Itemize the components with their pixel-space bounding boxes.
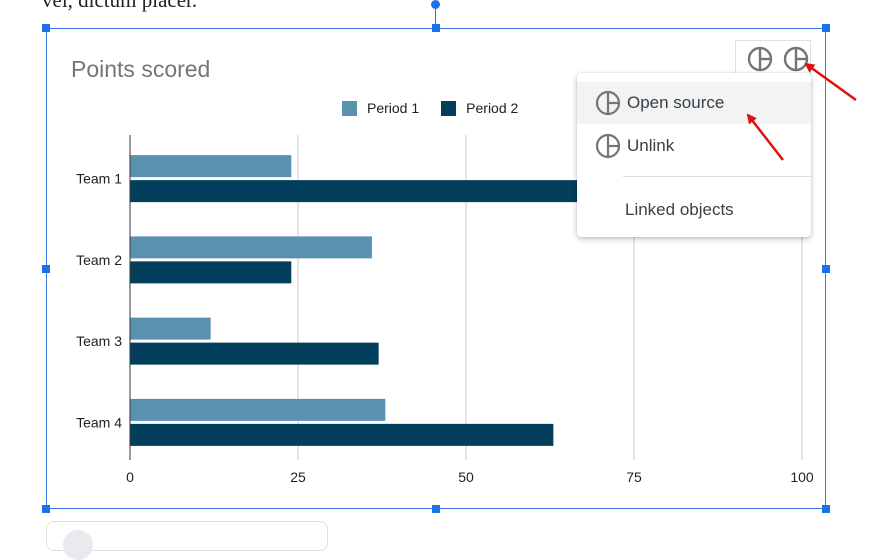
menu-item-unlink[interactable]: Unlink xyxy=(577,125,811,167)
resize-handle-bottom-left[interactable] xyxy=(42,505,50,513)
x-tick-label: 25 xyxy=(290,469,306,485)
resize-handle-left[interactable] xyxy=(42,265,50,273)
menu-item-label: Linked objects xyxy=(625,200,734,219)
x-tick-label: 50 xyxy=(458,469,474,485)
legend-label-period-1: Period 1 xyxy=(367,100,420,116)
menu-item-linked-objects[interactable]: Linked objects xyxy=(577,189,811,231)
linked-chart-icon xyxy=(595,90,621,116)
menu-item-open-source[interactable]: Open source xyxy=(577,82,811,124)
resize-handle-bottom-right[interactable] xyxy=(822,505,830,513)
bar-period-1 xyxy=(130,155,292,178)
bar-period-2 xyxy=(130,342,379,365)
bar-chart: 0 25 50 75 100 Team 1 Team 2 Team 3 Team 4 xyxy=(76,135,814,485)
menu-item-label: Open source xyxy=(627,93,725,112)
bottom-chip xyxy=(46,521,328,560)
menu-divider xyxy=(623,176,811,177)
x-tick-label: 0 xyxy=(126,469,134,485)
chart-legend: Period 1 Period 2 xyxy=(342,100,540,116)
linked-chart-options-icon[interactable] xyxy=(783,46,809,72)
y-category-label: Team 2 xyxy=(76,252,122,268)
bar-period-2 xyxy=(130,180,655,203)
y-category-label: Team 3 xyxy=(76,333,122,349)
y-category-label: Team 1 xyxy=(76,171,122,187)
bar-period-2 xyxy=(130,261,292,284)
rotate-handle-line xyxy=(435,4,436,28)
legend-swatch-period-2 xyxy=(441,100,457,116)
linked-chart-icon[interactable] xyxy=(747,46,773,72)
resize-handle-top-left[interactable] xyxy=(42,24,50,32)
legend-swatch-period-1 xyxy=(342,100,357,116)
bar-period-1 xyxy=(130,317,211,340)
linked-chart-menu: Open source Unlink Linked objects xyxy=(577,73,811,237)
avatar xyxy=(63,530,93,560)
legend-label-period-2: Period 2 xyxy=(466,100,519,116)
x-tick-label: 75 xyxy=(626,469,642,485)
resize-handle-right[interactable] xyxy=(822,265,830,273)
x-tick-label: 100 xyxy=(790,469,814,485)
bar-period-2 xyxy=(130,423,554,446)
menu-item-label: Unlink xyxy=(627,136,675,155)
rotate-handle[interactable] xyxy=(431,0,440,9)
document-text: vel, dictum placer. xyxy=(42,0,198,12)
chart-title: Points scored xyxy=(71,56,211,82)
y-category-label: Team 4 xyxy=(76,414,122,430)
resize-handle-top-right[interactable] xyxy=(822,24,830,32)
resize-handle-top[interactable] xyxy=(432,24,440,32)
linked-chart-icon xyxy=(595,133,621,159)
resize-handle-bottom[interactable] xyxy=(432,505,440,513)
bar-period-1 xyxy=(130,236,372,259)
bar-period-1 xyxy=(130,398,386,421)
